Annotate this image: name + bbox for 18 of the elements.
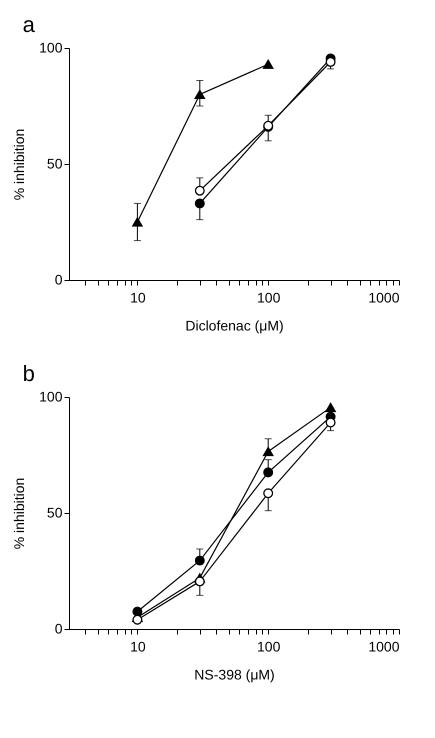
y-tick-label: 50 (46, 156, 63, 172)
chart-title: a (22, 12, 36, 37)
y-tick-label: 0 (54, 272, 63, 288)
x-tick-label: 10 (130, 290, 146, 306)
x-tick-label: 1000 (368, 638, 400, 654)
y-tick-label: 0 (54, 620, 63, 636)
y-axis-title: % inhibition (11, 128, 28, 200)
y-tick-label: 50 (46, 504, 63, 520)
y-axis-title: % inhibition (11, 478, 28, 550)
x-tick-label: 1000 (368, 290, 400, 306)
y-tick-label: 100 (39, 40, 63, 56)
x-tick-label: 100 (257, 290, 281, 306)
x-tick-label: 10 (130, 638, 146, 654)
chart-title: b (22, 361, 35, 386)
x-axis-title: Diclofenac (μM) (185, 318, 284, 334)
x-tick-label: 100 (257, 638, 281, 654)
y-tick-label: 100 (39, 388, 63, 404)
x-axis-title: NS-398 (μM) (194, 666, 275, 682)
